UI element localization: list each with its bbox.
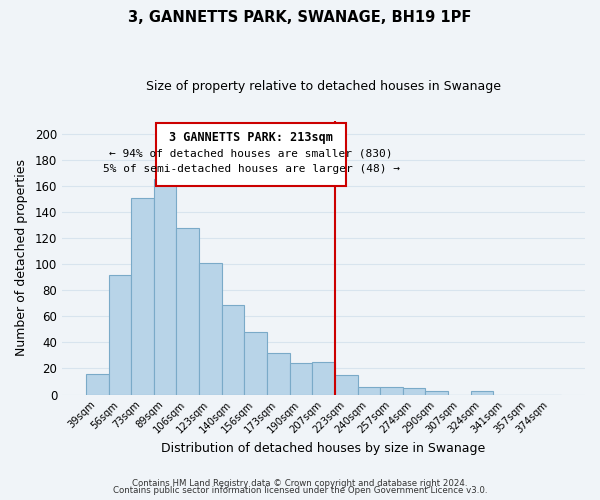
Bar: [222, 304, 244, 394]
Bar: [335, 375, 358, 394]
Bar: [471, 390, 493, 394]
Bar: [267, 353, 290, 395]
Bar: [244, 332, 267, 394]
Text: 3 GANNETTS PARK: 213sqm: 3 GANNETTS PARK: 213sqm: [169, 131, 333, 144]
Title: Size of property relative to detached houses in Swanage: Size of property relative to detached ho…: [146, 80, 501, 93]
Text: ← 94% of detached houses are smaller (830): ← 94% of detached houses are smaller (83…: [109, 148, 393, 158]
Bar: [131, 198, 154, 394]
Bar: [176, 228, 199, 394]
X-axis label: Distribution of detached houses by size in Swanage: Distribution of detached houses by size …: [161, 442, 486, 455]
Text: Contains HM Land Registry data © Crown copyright and database right 2024.: Contains HM Land Registry data © Crown c…: [132, 478, 468, 488]
Bar: [403, 388, 425, 394]
Text: 3, GANNETTS PARK, SWANAGE, BH19 1PF: 3, GANNETTS PARK, SWANAGE, BH19 1PF: [128, 10, 472, 25]
Text: Contains public sector information licensed under the Open Government Licence v3: Contains public sector information licen…: [113, 486, 487, 495]
Bar: [109, 274, 131, 394]
Bar: [199, 263, 222, 394]
Text: 5% of semi-detached houses are larger (48) →: 5% of semi-detached houses are larger (4…: [103, 164, 400, 174]
Bar: [154, 180, 176, 394]
FancyBboxPatch shape: [156, 123, 346, 186]
Bar: [380, 386, 403, 394]
Bar: [425, 390, 448, 394]
Bar: [312, 362, 335, 394]
Bar: [358, 386, 380, 394]
Bar: [290, 364, 312, 394]
Bar: [86, 374, 109, 394]
Y-axis label: Number of detached properties: Number of detached properties: [15, 159, 28, 356]
